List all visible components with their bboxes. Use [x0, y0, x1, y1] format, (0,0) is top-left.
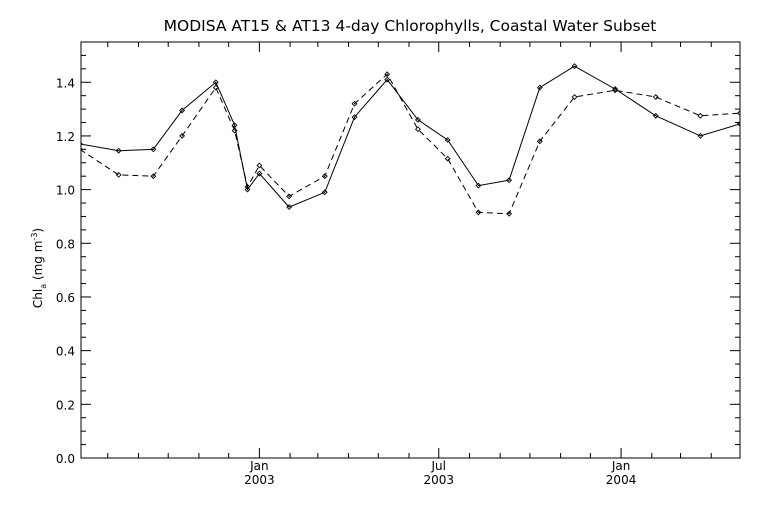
data-point-dashed [612, 87, 619, 94]
x-tick-label-year: 2003 [423, 473, 454, 487]
data-point-dashed [384, 71, 391, 78]
y-axis-label-unit-close: ) [31, 228, 45, 233]
data-point-dashed [231, 127, 238, 134]
data-point-solid [231, 122, 238, 129]
series-points [81, 63, 740, 217]
x-tick-label-year: 2004 [606, 473, 637, 487]
data-point-solid [536, 84, 543, 91]
y-axis-label-unit: (mg m [31, 241, 45, 284]
data-point-dashed [444, 155, 451, 162]
data-point-dashed [351, 100, 358, 107]
series-line-solid [81, 65, 740, 208]
plot-frame [80, 41, 741, 459]
data-point-dashed [506, 210, 513, 217]
y-tick-label: 1.0 [56, 184, 75, 198]
data-point-solid [179, 107, 186, 114]
data-point-dashed [179, 132, 186, 139]
data-point-solid [475, 182, 482, 189]
y-axis-label-main: Chl [31, 289, 45, 308]
x-tick-label-month: Jan [249, 459, 269, 473]
data-point-dashed [115, 171, 122, 178]
axis-tick-labels: 0.00.20.40.60.81.01.21.4Jan2003Jul2003Ja… [56, 76, 636, 487]
data-point-solid [444, 137, 451, 143]
data-point-solid [351, 114, 358, 121]
data-point-dashed [286, 193, 293, 200]
data-point-solid [256, 170, 263, 177]
y-tick-label: 0.4 [56, 345, 75, 359]
axis-ticks [81, 41, 740, 459]
data-point-dashed [737, 110, 740, 117]
data-point-dashed [212, 84, 219, 91]
data-point-dashed [571, 94, 578, 100]
x-tick-label-year: 2003 [244, 473, 275, 487]
data-point-dashed [414, 126, 421, 133]
data-point-solid [212, 79, 219, 86]
data-point-solid [737, 120, 740, 127]
data-point-dashed [536, 138, 543, 145]
series-line-dashed [81, 73, 740, 215]
data-point-solid [697, 132, 704, 139]
data-point-solid [321, 189, 328, 196]
data-point-dashed [475, 209, 482, 216]
data-point-solid [115, 147, 122, 154]
data-point-solid [612, 86, 619, 92]
data-point-dashed [697, 112, 704, 119]
data-point-solid [244, 186, 251, 193]
data-point-solid [150, 146, 157, 153]
data-point-dashed [81, 147, 83, 152]
data-point-dashed [244, 183, 251, 190]
data-point-dashed [321, 173, 328, 180]
y-tick-label: 0.8 [56, 237, 75, 251]
data-point-dashed [256, 162, 263, 169]
chart-title: MODISA AT15 & AT13 4-day Chlorophylls, C… [164, 17, 657, 35]
y-tick-label: 1.2 [56, 130, 75, 144]
y-axis-label-sub: a [39, 284, 48, 289]
y-tick-label: 0.0 [56, 452, 75, 466]
x-tick-label-month: Jan [611, 459, 631, 473]
data-point-solid [81, 142, 83, 146]
series-lines [81, 65, 740, 215]
y-tick-label: 1.4 [56, 76, 75, 90]
data-point-solid [286, 204, 293, 210]
data-point-solid [506, 177, 513, 184]
data-point-solid [571, 63, 578, 70]
data-point-solid [652, 112, 659, 119]
y-tick-label: 0.2 [56, 398, 75, 412]
data-point-solid [414, 116, 421, 123]
data-point-solid [384, 76, 391, 83]
y-axis-label-unit-sup: -3 [30, 233, 39, 241]
data-point-dashed [652, 94, 659, 100]
y-axis-label: Chla (mg m-3) [30, 228, 48, 308]
data-point-dashed [150, 173, 157, 180]
x-tick-label-month: Jul [431, 459, 446, 473]
y-tick-label: 0.6 [56, 291, 75, 305]
